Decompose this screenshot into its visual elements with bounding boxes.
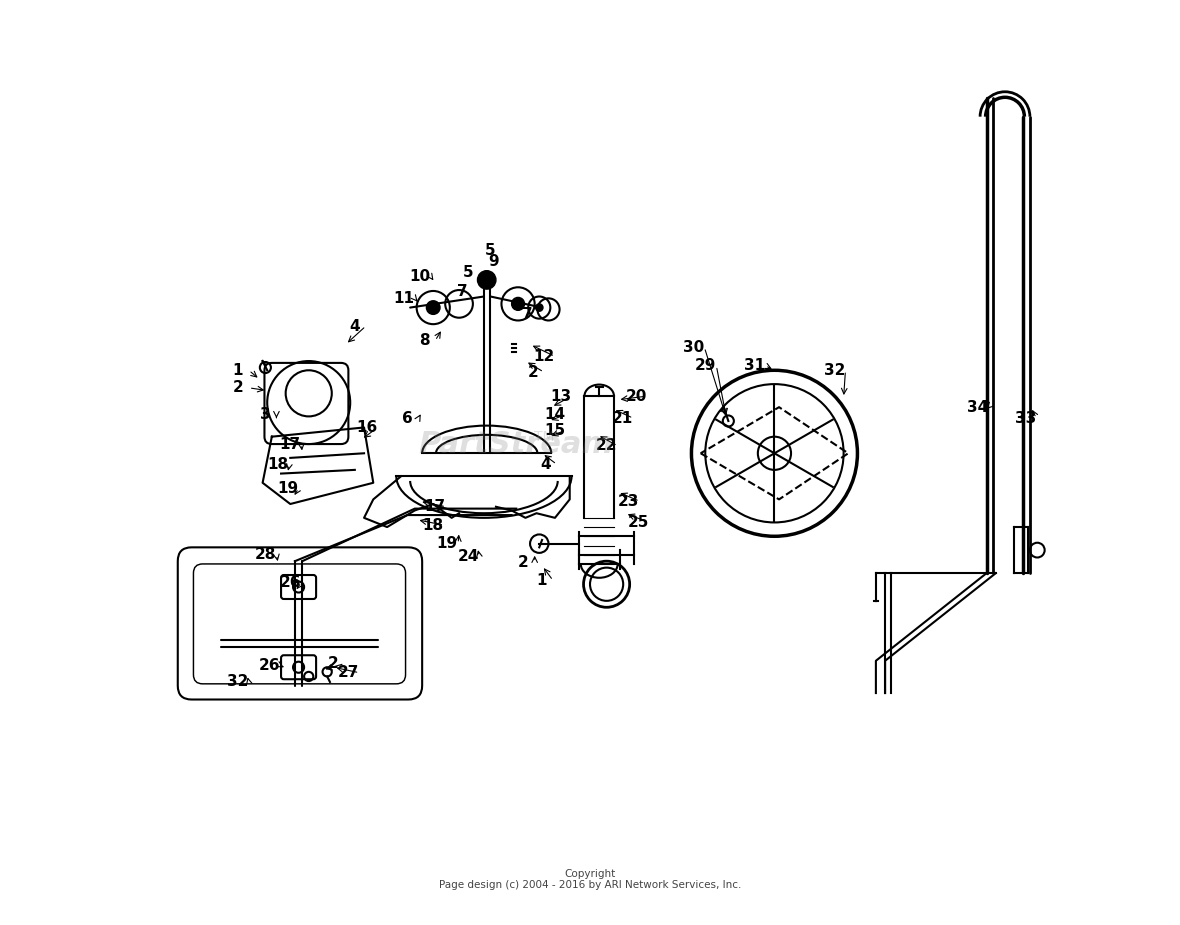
Text: 19: 19 bbox=[437, 536, 458, 551]
Text: 1: 1 bbox=[232, 363, 243, 377]
Text: 1: 1 bbox=[537, 574, 548, 588]
Text: 28: 28 bbox=[255, 548, 276, 562]
Text: 32: 32 bbox=[824, 363, 845, 377]
Text: 20: 20 bbox=[625, 388, 647, 403]
Text: 13: 13 bbox=[550, 388, 571, 403]
Text: 2: 2 bbox=[527, 364, 538, 379]
Text: 11: 11 bbox=[393, 290, 414, 306]
Circle shape bbox=[427, 302, 440, 314]
Text: 16: 16 bbox=[356, 420, 378, 435]
Text: 4: 4 bbox=[540, 457, 551, 472]
Text: 17: 17 bbox=[280, 437, 301, 451]
Text: 24: 24 bbox=[458, 549, 479, 564]
Text: 25: 25 bbox=[628, 515, 649, 530]
Text: 3: 3 bbox=[260, 407, 270, 422]
Text: 32: 32 bbox=[227, 674, 249, 689]
Text: 30: 30 bbox=[683, 339, 704, 354]
Circle shape bbox=[478, 271, 496, 290]
Text: 33: 33 bbox=[1015, 411, 1036, 426]
Text: 18: 18 bbox=[268, 457, 289, 472]
Text: 17: 17 bbox=[425, 500, 446, 514]
Text: 19: 19 bbox=[277, 481, 299, 496]
Text: TM: TM bbox=[533, 430, 555, 444]
Text: 6: 6 bbox=[402, 411, 413, 426]
Text: 2: 2 bbox=[232, 380, 243, 395]
Text: 31: 31 bbox=[743, 358, 765, 373]
Circle shape bbox=[536, 304, 543, 311]
Text: 15: 15 bbox=[544, 423, 565, 438]
Text: 5: 5 bbox=[485, 243, 496, 258]
Text: 23: 23 bbox=[618, 494, 640, 509]
Text: 12: 12 bbox=[533, 349, 555, 364]
Text: 8: 8 bbox=[419, 333, 430, 349]
Text: 22: 22 bbox=[596, 438, 617, 453]
Text: 26: 26 bbox=[280, 575, 301, 590]
Text: 26: 26 bbox=[258, 658, 280, 672]
Text: 14: 14 bbox=[544, 407, 565, 422]
Text: 2: 2 bbox=[518, 555, 529, 570]
Text: 2: 2 bbox=[328, 656, 339, 671]
Text: 29: 29 bbox=[695, 358, 716, 373]
Text: 18: 18 bbox=[422, 518, 444, 533]
Text: 7: 7 bbox=[522, 307, 532, 323]
Text: 4: 4 bbox=[349, 318, 360, 334]
Text: 27: 27 bbox=[337, 665, 359, 680]
Text: 5: 5 bbox=[463, 265, 473, 280]
Circle shape bbox=[512, 298, 525, 310]
Text: Copyright
Page design (c) 2004 - 2016 by ARI Network Services, Inc.: Copyright Page design (c) 2004 - 2016 by… bbox=[439, 869, 741, 890]
Text: PartStream: PartStream bbox=[419, 429, 614, 459]
Text: 34: 34 bbox=[966, 400, 988, 414]
Text: 9: 9 bbox=[487, 254, 498, 269]
Text: 10: 10 bbox=[408, 268, 430, 284]
Text: 7: 7 bbox=[458, 284, 468, 300]
Text: 21: 21 bbox=[611, 411, 632, 426]
